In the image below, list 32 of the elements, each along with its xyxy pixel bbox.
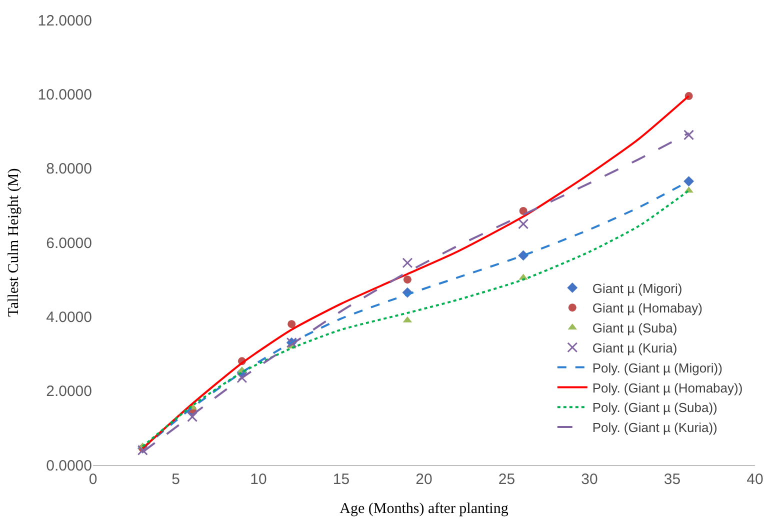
y-tick-label: 12.0000 xyxy=(38,12,92,30)
x-tick-label: 10 xyxy=(250,471,267,488)
legend-label: Giant µ (Suba) xyxy=(592,320,678,336)
y-tick-label: 10.0000 xyxy=(38,86,92,104)
legend-label: Poly. (Giant µ (Kuria)) xyxy=(592,420,718,436)
x-tick-label: 15 xyxy=(332,471,350,488)
legend-label: Poly. (Giant µ (Homabay)) xyxy=(592,380,743,396)
x-axis-title: Age (Months) after planting xyxy=(340,501,509,517)
y-tick-label: 8.0000 xyxy=(46,160,92,178)
x-tick-label: 5 xyxy=(172,471,180,488)
y-tick-label: 4.0000 xyxy=(46,308,92,326)
legend-label: Poly. (Giant µ (Suba)) xyxy=(592,400,718,416)
legend-label: Giant µ (Kuria) xyxy=(592,340,678,356)
point xyxy=(684,130,694,140)
legend-label: Poly. (Giant µ (Migori)) xyxy=(592,360,722,376)
point xyxy=(684,176,694,187)
x-tick-label: 30 xyxy=(581,471,598,488)
point xyxy=(236,372,248,384)
point xyxy=(403,276,412,284)
x-tick-label: 20 xyxy=(416,471,432,488)
point xyxy=(518,218,529,230)
y-tick-label: 2.0000 xyxy=(46,383,92,400)
point xyxy=(288,320,296,328)
x-tick-label: 35 xyxy=(664,471,681,488)
point xyxy=(402,258,413,268)
legend-label: Giant µ (Homabay) xyxy=(592,300,702,316)
point xyxy=(187,412,198,422)
x-tick-label: 25 xyxy=(498,471,516,488)
legend-label: Giant µ (Migori) xyxy=(592,280,682,296)
y-axis-title: Tallest Culm Height (M) xyxy=(6,168,22,317)
y-tick-label: 6.0000 xyxy=(46,234,92,252)
x-tick-label: 40 xyxy=(746,471,764,488)
